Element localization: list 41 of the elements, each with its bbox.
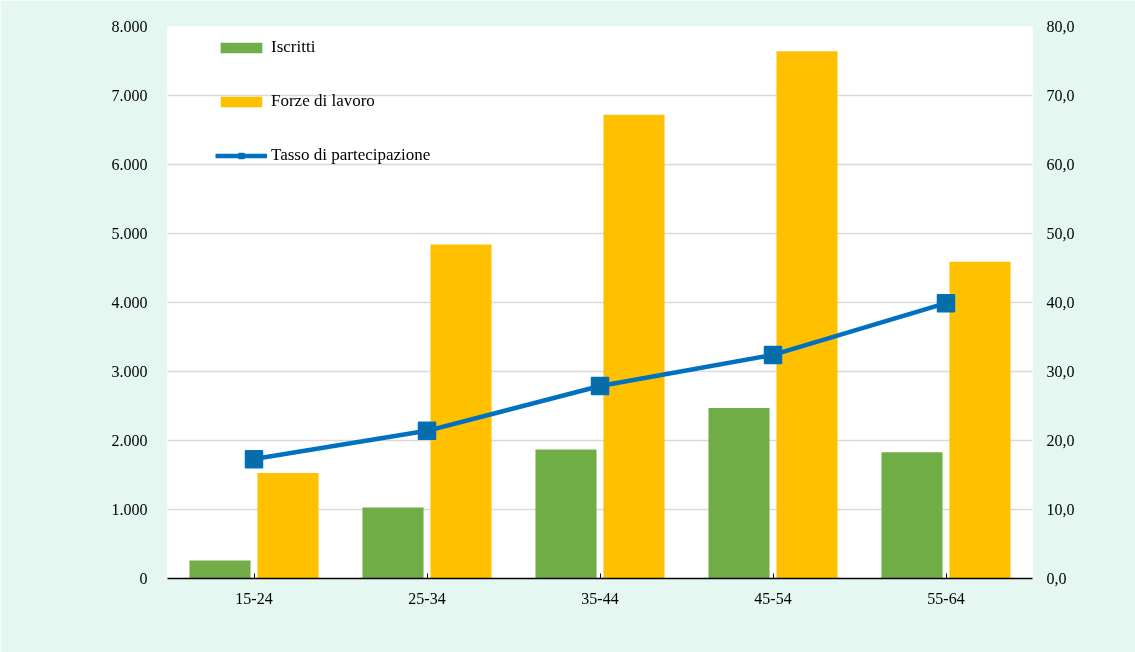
y2-tick-label: 20,0: [1046, 432, 1075, 449]
y2-tick-label: 60,0: [1046, 156, 1075, 173]
y-tick-label: 7.000: [111, 87, 148, 104]
y-tick-label: 5.000: [111, 225, 148, 242]
bar: [776, 51, 838, 579]
y-tick-label: 4.000: [111, 294, 148, 311]
bar: [708, 408, 770, 579]
y2-tick-label: 10,0: [1046, 501, 1075, 518]
y-tick-label: 2.000: [111, 432, 148, 449]
x-tick-label: 15-24: [235, 589, 273, 607]
point: [763, 345, 783, 365]
y-tick-label: 1.000: [111, 501, 148, 518]
bar: [881, 452, 943, 579]
x-tick-label: 25-34: [408, 589, 446, 607]
legend-label: Iscritti: [271, 37, 316, 57]
y2-tick-label: 70,0: [1046, 87, 1075, 104]
y-tick-label: 6.000: [111, 156, 148, 173]
point: [244, 449, 264, 469]
point: [417, 421, 437, 441]
legend-label: Forze di lavoro: [271, 91, 375, 111]
x-tick-label: 35-44: [581, 589, 619, 607]
bar: [603, 114, 665, 579]
bar: [535, 449, 597, 579]
y-tick-label: 3.000: [111, 363, 148, 380]
y2-tick-label: 50,0: [1046, 225, 1075, 242]
legend-label: Tasso di partecipazione: [271, 145, 431, 165]
y2-tick-label: 30,0: [1046, 363, 1075, 380]
y2-tick-label: 40,0: [1046, 294, 1075, 311]
y2-tick-label: 80,0: [1046, 18, 1075, 35]
bar: [430, 244, 492, 579]
point: [936, 293, 956, 313]
y2-tick-label: 0,0: [1046, 570, 1067, 587]
x-tick-label: 45-54: [754, 589, 792, 607]
bar: [257, 472, 319, 579]
point: [590, 376, 610, 396]
bar: [362, 507, 424, 579]
bar: [189, 560, 251, 579]
y-tick-label: 0: [139, 570, 148, 587]
bar: [949, 261, 1011, 579]
y-tick-label: 8.000: [111, 18, 148, 35]
x-tick-label: 55-64: [927, 589, 965, 607]
